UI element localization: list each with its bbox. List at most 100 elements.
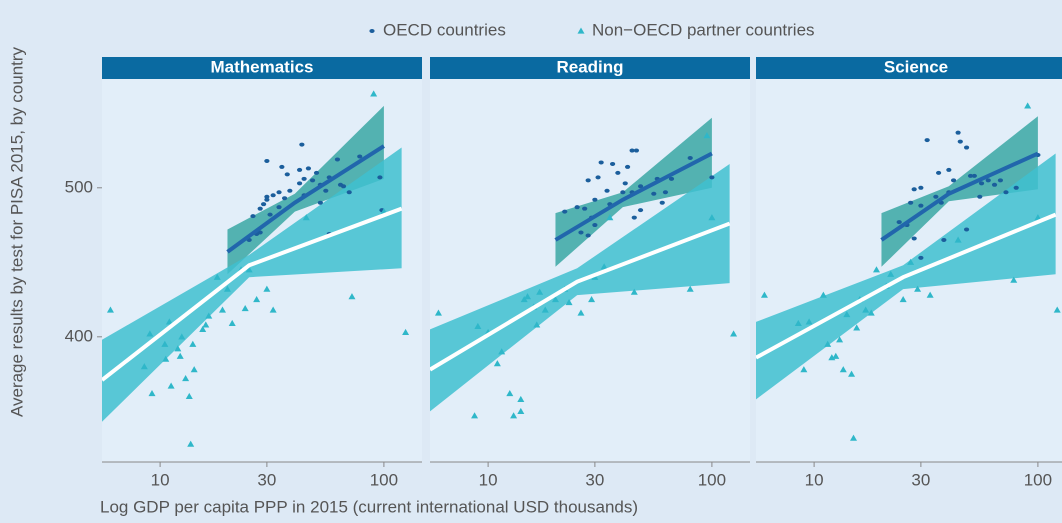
triangle-marker [862, 306, 870, 313]
dot-marker [369, 29, 375, 33]
triangle-marker [914, 285, 922, 292]
dot-marker [309, 178, 316, 183]
plot [102, 90, 410, 447]
dot-marker [911, 187, 917, 192]
y-axis-label: Average results by test for PISA 2015, b… [7, 46, 26, 417]
dot-marker [334, 157, 341, 162]
x-tick-label: 100 [370, 470, 398, 489]
triangle-marker [228, 319, 236, 327]
triangle-marker [577, 309, 585, 316]
triangle-marker [178, 333, 186, 340]
triangle-marker [805, 318, 813, 325]
triangle-marker [474, 322, 482, 330]
triangle-marker [800, 366, 808, 373]
triangle-marker [630, 288, 638, 295]
plot [430, 117, 738, 419]
plot [756, 102, 1061, 441]
triangle-marker [899, 296, 907, 303]
triangle-marker [1034, 214, 1042, 221]
dot-marker [924, 138, 930, 143]
confidence-band [430, 163, 730, 412]
dot-marker [963, 145, 970, 150]
triangle-marker [536, 288, 544, 295]
y-tick-label: 500 [65, 177, 93, 196]
fit-line [554, 151, 713, 242]
dot-marker [918, 185, 924, 190]
triangle-marker [205, 312, 213, 319]
dot-marker [276, 205, 282, 210]
triangle-marker [551, 296, 559, 303]
dot-marker [911, 236, 917, 241]
dot-marker [908, 200, 914, 205]
x-tick-label: 100 [1024, 470, 1052, 489]
dot-marker [950, 178, 957, 183]
triangle-marker [524, 293, 532, 300]
dot-marker [284, 172, 290, 177]
triangle-marker [471, 412, 479, 419]
y-tick-label: 400 [65, 326, 93, 345]
triangle-marker [434, 309, 442, 316]
triangle-marker [176, 352, 184, 359]
dot-marker [955, 130, 961, 135]
strip [102, 57, 422, 79]
dot-marker [622, 181, 628, 186]
triangle-marker [926, 291, 934, 298]
x-axis-label: Log GDP per capita PPP in 2015 (current … [100, 497, 638, 516]
dot-marker [637, 184, 644, 189]
dot-marker [296, 181, 303, 186]
dot-marker [918, 255, 924, 260]
dot-marker [936, 170, 942, 175]
triangle-marker [253, 296, 261, 303]
dot-marker [282, 196, 288, 201]
triangle-marker [213, 273, 221, 280]
triangle-marker [223, 285, 231, 292]
dot-marker [595, 175, 601, 180]
dot-marker [305, 166, 312, 171]
triangle-marker [872, 266, 880, 273]
triangle-marker [148, 389, 156, 397]
triangle-marker [498, 348, 506, 355]
dot-marker [337, 182, 344, 187]
triangle-marker [202, 321, 210, 328]
triangle-marker [161, 340, 169, 347]
triangle-marker [493, 360, 501, 367]
dot-marker [709, 175, 715, 180]
dot-marker [287, 188, 293, 193]
dot-marker [971, 173, 977, 178]
dot-marker [991, 182, 998, 187]
dot-marker [620, 190, 626, 195]
triangle-marker [189, 340, 197, 347]
fit-line [880, 151, 1039, 242]
dot-marker [357, 154, 363, 159]
strip [756, 57, 1062, 79]
dot-marker [662, 190, 669, 195]
triangle-marker [241, 305, 249, 312]
triangle-marker [302, 214, 310, 221]
triangle-marker [836, 336, 844, 343]
dot-marker [270, 193, 276, 198]
triangle-marker [167, 382, 175, 389]
dot-marker [1003, 190, 1009, 195]
strip-title: Reading [556, 57, 623, 76]
dot-marker [592, 223, 598, 228]
dot-marker [977, 194, 983, 199]
dot-marker [985, 178, 991, 183]
triangle-marker [887, 270, 895, 277]
dot-marker [633, 148, 640, 153]
triangle-marker [269, 306, 277, 313]
triangle-marker [853, 324, 861, 331]
legend-label: Non−OECD partner countries [592, 20, 815, 39]
dot-marker [257, 206, 263, 211]
fit-line [102, 206, 403, 382]
dot-marker [585, 233, 591, 238]
confidence-band [227, 105, 384, 275]
dot-marker [264, 197, 270, 202]
dot-marker [978, 181, 985, 186]
triangle-marker [606, 214, 614, 221]
triangle-marker [402, 328, 410, 335]
triangle-marker [588, 296, 596, 303]
dot-marker [659, 200, 665, 205]
dot-marker [313, 170, 320, 175]
triangle-marker [848, 370, 856, 377]
dot-marker [668, 176, 675, 181]
